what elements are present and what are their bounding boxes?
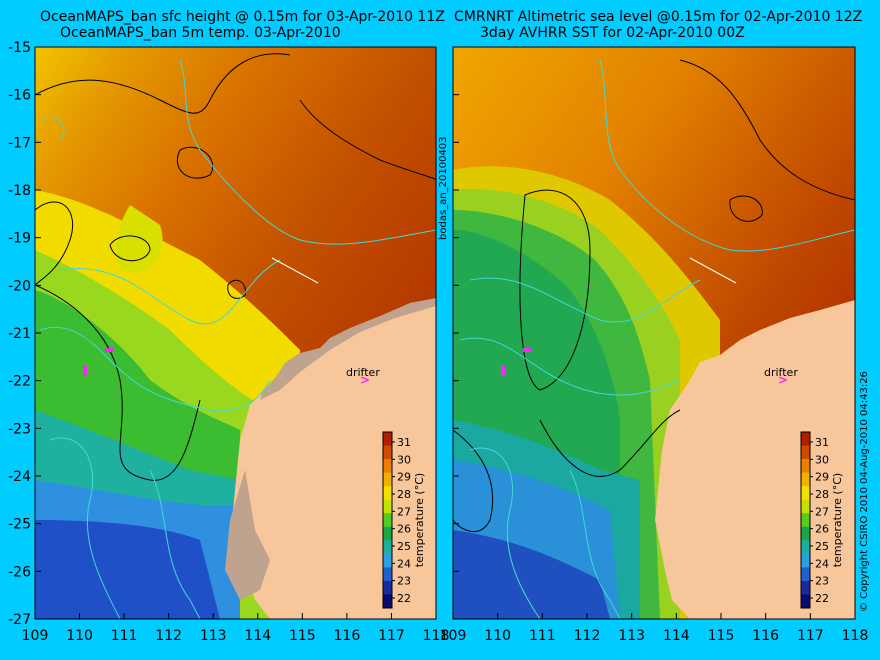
left-title-line2: OceanMAPS_ban 5m temp. 03-Apr-2010 [60, 25, 341, 41]
right-colorbar-title: temperature (°C) [831, 473, 844, 567]
right-colorbar-frame [800, 431, 811, 609]
left-drifter-icon: > [360, 373, 370, 387]
left-colorbar-swatch [383, 499, 392, 514]
right-colorbar-label: 24 [815, 557, 829, 570]
left-colorbar-swatch [383, 459, 392, 474]
right-colorbar-swatch [801, 499, 810, 514]
right-map-field [453, 47, 855, 619]
right-colorbar-swatch [801, 540, 810, 555]
left-colorbar-swatch [383, 567, 392, 582]
left-lon-tick-label: 114 [244, 628, 271, 644]
left-colorbar-label: 25 [397, 540, 411, 553]
left-title-line1: OceanMAPS_ban sfc height @ 0.15m for 03-… [40, 9, 445, 25]
left-colorbar-swatch [383, 540, 392, 555]
left-colorbar-label: 24 [397, 557, 411, 570]
left-colorbar-label: 31 [397, 436, 411, 449]
right-colorbar-label: 27 [815, 505, 829, 518]
right-title-line2: 3day AVHRR SST for 02-Apr-2010 00Z [480, 25, 745, 41]
right-colorbar-swatch [801, 472, 810, 487]
left-colorbar-swatch [383, 580, 392, 595]
lat-tick-label: -15 [8, 40, 31, 56]
right-lon-tick-label: 115 [708, 628, 735, 644]
right-lon-tick-label: 117 [797, 628, 824, 644]
left-track-marker [83, 366, 87, 376]
left-colorbar-frame [382, 431, 393, 609]
lat-tick-label: -21 [8, 326, 31, 342]
right-colorbar-swatch [801, 432, 810, 447]
left-map-field [35, 47, 436, 619]
left-colorbar-label: 23 [397, 575, 411, 588]
right-colorbar-label: 31 [815, 436, 829, 449]
right-drifter-label: drifter [764, 366, 798, 379]
left-lon-tick-label: 116 [334, 628, 361, 644]
lat-tick-label: -18 [8, 183, 31, 199]
left-colorbar-swatch [383, 513, 392, 528]
right-colorbar-label: 29 [815, 471, 829, 484]
lat-tick-label: -23 [8, 421, 31, 437]
left-lon-tick-label: 111 [111, 628, 138, 644]
left-colorbar-label: 30 [397, 453, 411, 466]
left-lon-tick-label: 115 [289, 628, 316, 644]
right-colorbar-label: 28 [815, 488, 829, 501]
left-lon-tick-label: 113 [200, 628, 227, 644]
right-colorbar-swatch [801, 445, 810, 460]
lat-tick-label: -16 [8, 88, 31, 104]
left-drifter-label: drifter [346, 366, 380, 379]
right-lon-tick-label: 112 [574, 628, 601, 644]
left-colorbar-label: 22 [397, 592, 411, 605]
right-title-line1: CMRNRT Altimetric sea level @0.15m for 0… [454, 9, 863, 25]
left-lon-tick-label: 109 [22, 628, 49, 644]
right-lon-tick-label: 110 [484, 628, 511, 644]
left-colorbar-swatch [383, 526, 392, 541]
lat-tick-label: -22 [8, 374, 31, 390]
right-drifter-icon: > [778, 373, 788, 387]
left-colorbar-label: 27 [397, 505, 411, 518]
right-lon-tick-label: 111 [529, 628, 556, 644]
left-lon-tick-label: 117 [378, 628, 405, 644]
lat-tick-label: -24 [8, 469, 31, 485]
right-track-marker [523, 348, 531, 352]
right-colorbar-swatch [801, 580, 810, 595]
left-lon-tick-label: 118 [423, 628, 450, 644]
right-colorbar-swatch [801, 513, 810, 528]
right-colorbar-swatch [801, 459, 810, 474]
left-colorbar-swatch [383, 445, 392, 460]
right-colorbar-swatch [801, 567, 810, 582]
left-colorbar-label: 29 [397, 471, 411, 484]
right-colorbar-label: 26 [815, 523, 829, 536]
right-lon-tick-label: 114 [663, 628, 690, 644]
right-track-marker [501, 366, 505, 376]
lat-tick-label: -20 [8, 278, 31, 294]
lat-tick-label: -26 [8, 564, 31, 580]
right-colorbar-swatch [801, 526, 810, 541]
left-colorbar-swatch [383, 432, 392, 447]
right-colorbar-swatch [801, 594, 810, 609]
left-lon-tick-label: 112 [155, 628, 182, 644]
left-track-marker [105, 348, 113, 352]
right-lon-tick-label: 118 [842, 628, 869, 644]
right-colorbar-swatch [801, 553, 810, 568]
right-lon-tick-label: 113 [618, 628, 645, 644]
lat-tick-label: -17 [8, 135, 31, 151]
left-colorbar-swatch [383, 486, 392, 501]
lat-tick-label: -19 [8, 231, 31, 247]
right-colorbar-label: 30 [815, 453, 829, 466]
lat-tick-label: -25 [8, 517, 31, 533]
lat-tick-label: -27 [8, 612, 31, 628]
left-lon-tick-label: 110 [66, 628, 93, 644]
left-colorbar-label: 26 [397, 523, 411, 536]
right-colorbar-label: 23 [815, 575, 829, 588]
left-colorbar-label: 28 [397, 488, 411, 501]
right-colorbar-swatch [801, 486, 810, 501]
left-colorbar-title: temperature (°C) [413, 473, 426, 567]
left-colorbar-swatch [383, 553, 392, 568]
left-colorbar-swatch [383, 594, 392, 609]
right-lon-tick-label: 116 [752, 628, 779, 644]
left-colorbar-swatch [383, 472, 392, 487]
right-colorbar-label: 25 [815, 540, 829, 553]
right-colorbar-label: 22 [815, 592, 829, 605]
right-lon-tick-label: 109 [440, 628, 467, 644]
